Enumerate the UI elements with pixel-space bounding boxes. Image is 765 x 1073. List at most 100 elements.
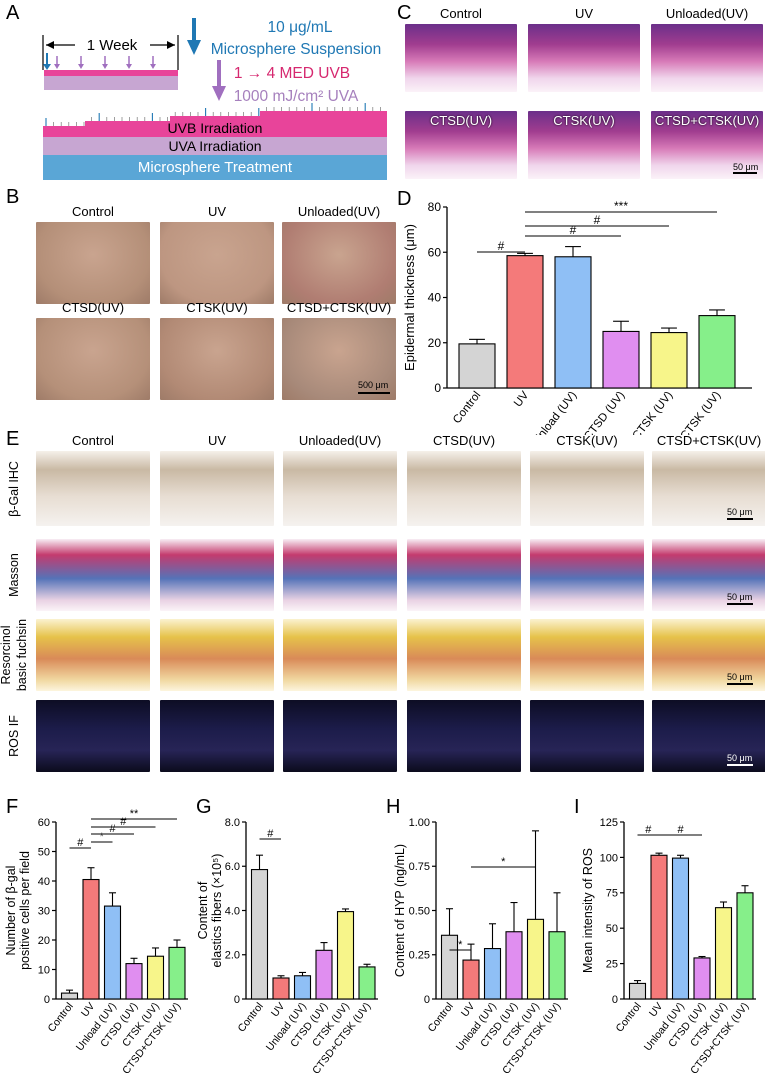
bar — [554, 256, 592, 389]
stain-image — [283, 700, 397, 772]
chart-g-elastic-fibers: 0 2.0 4.0 6.0 8.0 Content ofelastics fibers (… — [196, 817, 378, 1073]
skin-photo — [160, 318, 274, 400]
stain-image — [160, 700, 274, 772]
skin-photo — [36, 318, 150, 400]
row-label: ROS IF — [7, 715, 21, 757]
skin-photo — [36, 222, 150, 304]
scale-label: 50 μm — [727, 672, 753, 682]
panel-letter-h: H — [386, 796, 401, 818]
column-label: CTSD(UV) — [432, 433, 496, 448]
y-tick-label: 30 — [38, 905, 50, 917]
photo-label: UV — [207, 204, 227, 219]
y-tick-label: 0 — [424, 994, 430, 1006]
significance-label: ** — [130, 808, 139, 820]
y-tick-label: 2.0 — [225, 950, 240, 962]
y-tick-label: 0.75 — [409, 861, 430, 873]
y-axis-label: Content ofelastics fibers (×10⁵) — [196, 854, 224, 968]
histology-label: CTSK(UV) — [553, 113, 615, 128]
chart-h-hyp: 0 0.25 0.50 0.75 1.00 Content of HYP (ng/mL) C… — [393, 817, 568, 1073]
histology-label: Unloaded(UV) — [665, 6, 749, 21]
bar — [462, 959, 480, 1000]
category-label: Control — [426, 1000, 456, 1034]
significance-label: * — [501, 856, 506, 868]
stain-image — [407, 451, 521, 526]
category-label: UV — [512, 389, 531, 409]
bar — [506, 255, 544, 389]
significance-label: # — [594, 213, 601, 227]
bar — [505, 931, 523, 1000]
significance-label: # — [645, 824, 652, 836]
photo-label: Control — [72, 204, 114, 219]
y-tick-label: 20 — [428, 336, 442, 350]
chart-i-ros: 0 25 50 75 100 125 Mean intensity of ROS Contro… — [581, 817, 756, 1073]
bar — [358, 966, 376, 1000]
y-tick-label: 80 — [428, 200, 442, 214]
bar — [650, 854, 668, 1000]
stain-image — [283, 539, 397, 611]
panel-letter-d: D — [397, 188, 412, 210]
stain-image — [530, 700, 644, 772]
bar — [698, 315, 736, 389]
scale-label: 50 μm — [733, 162, 759, 172]
bar — [82, 878, 100, 1000]
y-tick-label: 125 — [600, 817, 618, 829]
dose-label: 10 μg/mL — [268, 19, 333, 36]
category-label: Control — [451, 389, 483, 426]
y-tick-label: 0 — [44, 994, 50, 1006]
y-tick-label: 1.00 — [409, 817, 430, 829]
significance-label: *** — [614, 199, 628, 213]
uva-label: 1000 mJ/cm² UVA — [234, 88, 359, 105]
bar — [650, 332, 688, 389]
stain-image — [407, 700, 521, 772]
category-label: UV — [459, 1000, 477, 1019]
uva-bar-label: UVA Irradiation — [168, 138, 262, 154]
histology-label: CTSD(UV) — [429, 113, 493, 128]
significance-label: # — [677, 824, 684, 836]
bar — [671, 857, 690, 1000]
stain-image — [160, 619, 274, 691]
bar — [693, 957, 711, 1000]
column-label: CTSD+CTSK(UV) — [656, 433, 762, 448]
uvb-label: 1 → 4 MED UVB — [234, 65, 350, 82]
scale-bar — [727, 764, 753, 766]
uvb-bar-label: UVB Irradiation — [167, 120, 263, 136]
y-tick-label: 25 — [606, 958, 618, 970]
photo-label: CTSD+CTSK(UV) — [286, 300, 392, 315]
significance-label: # — [120, 816, 127, 828]
y-axis-label: Mean intensity of ROS — [581, 848, 595, 973]
y-tick-label: 4.0 — [225, 905, 240, 917]
stain-image — [530, 451, 644, 526]
bar — [103, 905, 122, 1000]
panel-letter-b: B — [6, 186, 20, 208]
bar — [293, 975, 312, 1000]
significance-label: * — [100, 831, 105, 843]
y-tick-label: 60 — [38, 817, 50, 829]
stain-image — [652, 619, 765, 691]
category-label: UV — [647, 1000, 665, 1019]
stain-image — [160, 451, 274, 526]
panel-letter-i: I — [574, 796, 580, 818]
bar — [736, 892, 754, 1000]
histology-image — [405, 111, 517, 179]
y-axis-label: Epidermal thickness (μm) — [402, 224, 417, 371]
row-label: Resorcinol basic fuchsin — [0, 618, 29, 692]
scale-label: 50 μm — [727, 507, 753, 517]
y-tick-label: 0 — [612, 994, 618, 1006]
bar — [602, 330, 640, 389]
column-label: Unloaded(UV) — [298, 433, 382, 448]
category-label: Control — [614, 1000, 644, 1034]
suspension-label: Microsphere Suspension — [211, 41, 382, 58]
panel-letter-c: C — [397, 2, 412, 24]
stain-image — [652, 539, 765, 611]
y-tick-label: 8.0 — [225, 817, 240, 829]
row-label: β-Gal IHC — [7, 460, 21, 517]
stain-image — [530, 539, 644, 611]
stain-image — [36, 700, 150, 772]
category-label: Control — [236, 1000, 266, 1034]
row-label: Masson — [7, 553, 21, 597]
histology-image — [651, 111, 763, 179]
scale-bar — [727, 518, 753, 520]
scale-label: 50 μm — [727, 753, 753, 763]
stain-image — [160, 539, 274, 611]
y-tick-label: 0.50 — [409, 905, 430, 917]
